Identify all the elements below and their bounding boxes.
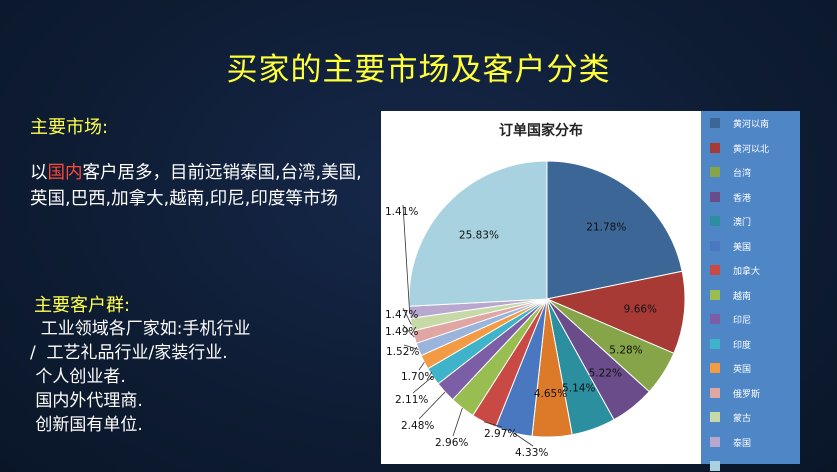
customer-item: / 工艺礼品行业/家装行业. (30, 343, 228, 363)
markets-paragraph: 以国内客户居多，目前远销泰国,台湾,美国,英国,巴西,加拿大,越南,印尼,印度等… (30, 160, 375, 212)
slice-data-label: 5.22% (589, 368, 622, 380)
slice-data-label: 2.11% (395, 394, 428, 406)
slice-data-label: 2.96% (435, 437, 468, 449)
pie-slice (546, 160, 683, 300)
markets-heading: 主要市场: (30, 117, 109, 138)
legend-label: 黄河以北 (733, 144, 770, 155)
legend-swatch (710, 436, 720, 447)
legend-swatch (710, 265, 720, 275)
legend-swatch (710, 314, 720, 324)
pie-slice (545, 270, 686, 354)
customers-heading: 主要客户群: (34, 295, 131, 316)
slice-data-label: 1.52% (386, 346, 419, 358)
legend-swatch (710, 167, 720, 177)
leader-line (402, 204, 411, 313)
customer-item: 个人创业者. (30, 367, 126, 387)
leader-line (513, 432, 534, 447)
slice-data-label: 2.48% (401, 420, 434, 432)
legend-label: 俄罗斯 (733, 389, 761, 400)
legend-label: 英国 (733, 365, 752, 375)
leader-line (412, 376, 433, 394)
leader-line (452, 407, 463, 437)
legend-swatch (710, 216, 720, 226)
slide-title: 买家的主要市场及客户分类 (226, 52, 611, 88)
slice-data-label: 1.70% (401, 371, 434, 383)
pie-chart-svg: 订单国家分布 21.78% 9.66% 5.28% 5.22% 5.14%4.65% 4.… (385, 122, 686, 459)
markets-text-post: 客户居多，目前远销泰国,台湾,美国,英国,巴西,加拿大,越南,印尼,印度等市场 (30, 163, 362, 209)
customer-item: 工业领域各厂家如:手机行业 (30, 319, 251, 339)
slice-data-label: 4.33% (515, 447, 548, 459)
chart-legend: 黄河以南黄河以北台湾香港澳门美国加拿大越南印尼印度英国俄罗斯蒙古泰国 (701, 111, 800, 471)
legend-swatch (710, 118, 720, 128)
markets-text-pre: 以 (30, 163, 48, 183)
legend-swatch (710, 363, 720, 373)
legend-swatch (710, 240, 720, 251)
legend-swatch (710, 289, 720, 300)
legend-swatch (710, 142, 720, 153)
legend-swatch (710, 412, 720, 422)
leader-line (418, 361, 425, 371)
slice-data-label: 21.78% (586, 221, 626, 233)
legend-label: 香港 (733, 193, 752, 204)
slice-data-label: 1.41% (385, 206, 418, 218)
legend-label: 台湾 (733, 169, 752, 179)
customers-list: 工业领域各厂家如:手机行业 / 工艺礼品行业/家装行业. 个人创业者. 国内外代… (30, 317, 251, 437)
slice-data-label: 25.83% (459, 229, 499, 241)
slice-data-label: 5.28% (609, 345, 642, 357)
slice-data-label: 2.97% (484, 428, 517, 440)
slice-data-label: 5.14% (562, 382, 595, 394)
slice-data-label: 1.47% (385, 309, 418, 321)
legend-label: 加拿大 (733, 267, 761, 277)
legend-label: 蒙古 (733, 414, 752, 424)
leader-line (402, 324, 415, 338)
leader-line (402, 307, 412, 325)
legend-label: 美国 (733, 242, 752, 253)
legend-swatch (710, 338, 720, 349)
chart-title: 订单国家分布 (499, 122, 583, 139)
slice-data-label: 4.65% (534, 388, 567, 400)
legend-swatch (710, 191, 720, 202)
pie-slice (408, 160, 548, 307)
slice-data-label: 1.49% (385, 326, 418, 338)
leader-line (483, 421, 503, 428)
legend-label: 印尼 (733, 316, 752, 326)
legend-label: 印度 (733, 340, 752, 351)
markets-highlight: 国内 (47, 163, 83, 183)
customer-item: 创新国有单位. (30, 415, 143, 435)
legend-swatch (710, 387, 720, 398)
leader-line (403, 344, 419, 350)
legend-label: 黄河以南 (733, 120, 770, 130)
legend-swatch (710, 461, 720, 471)
legend-label: 泰国 (733, 438, 752, 449)
pie-chart: 订单国家分布 21.78% 9.66% 5.28% 5.22% 5.14% 4.65% 4.… (381, 111, 800, 471)
legend-label: 越南 (733, 291, 752, 302)
slice-data-label: 9.66% (624, 303, 657, 315)
legend-label: 澳门 (733, 218, 752, 228)
customer-item: 国内外代理商. (30, 391, 143, 411)
leader-line (418, 391, 446, 420)
